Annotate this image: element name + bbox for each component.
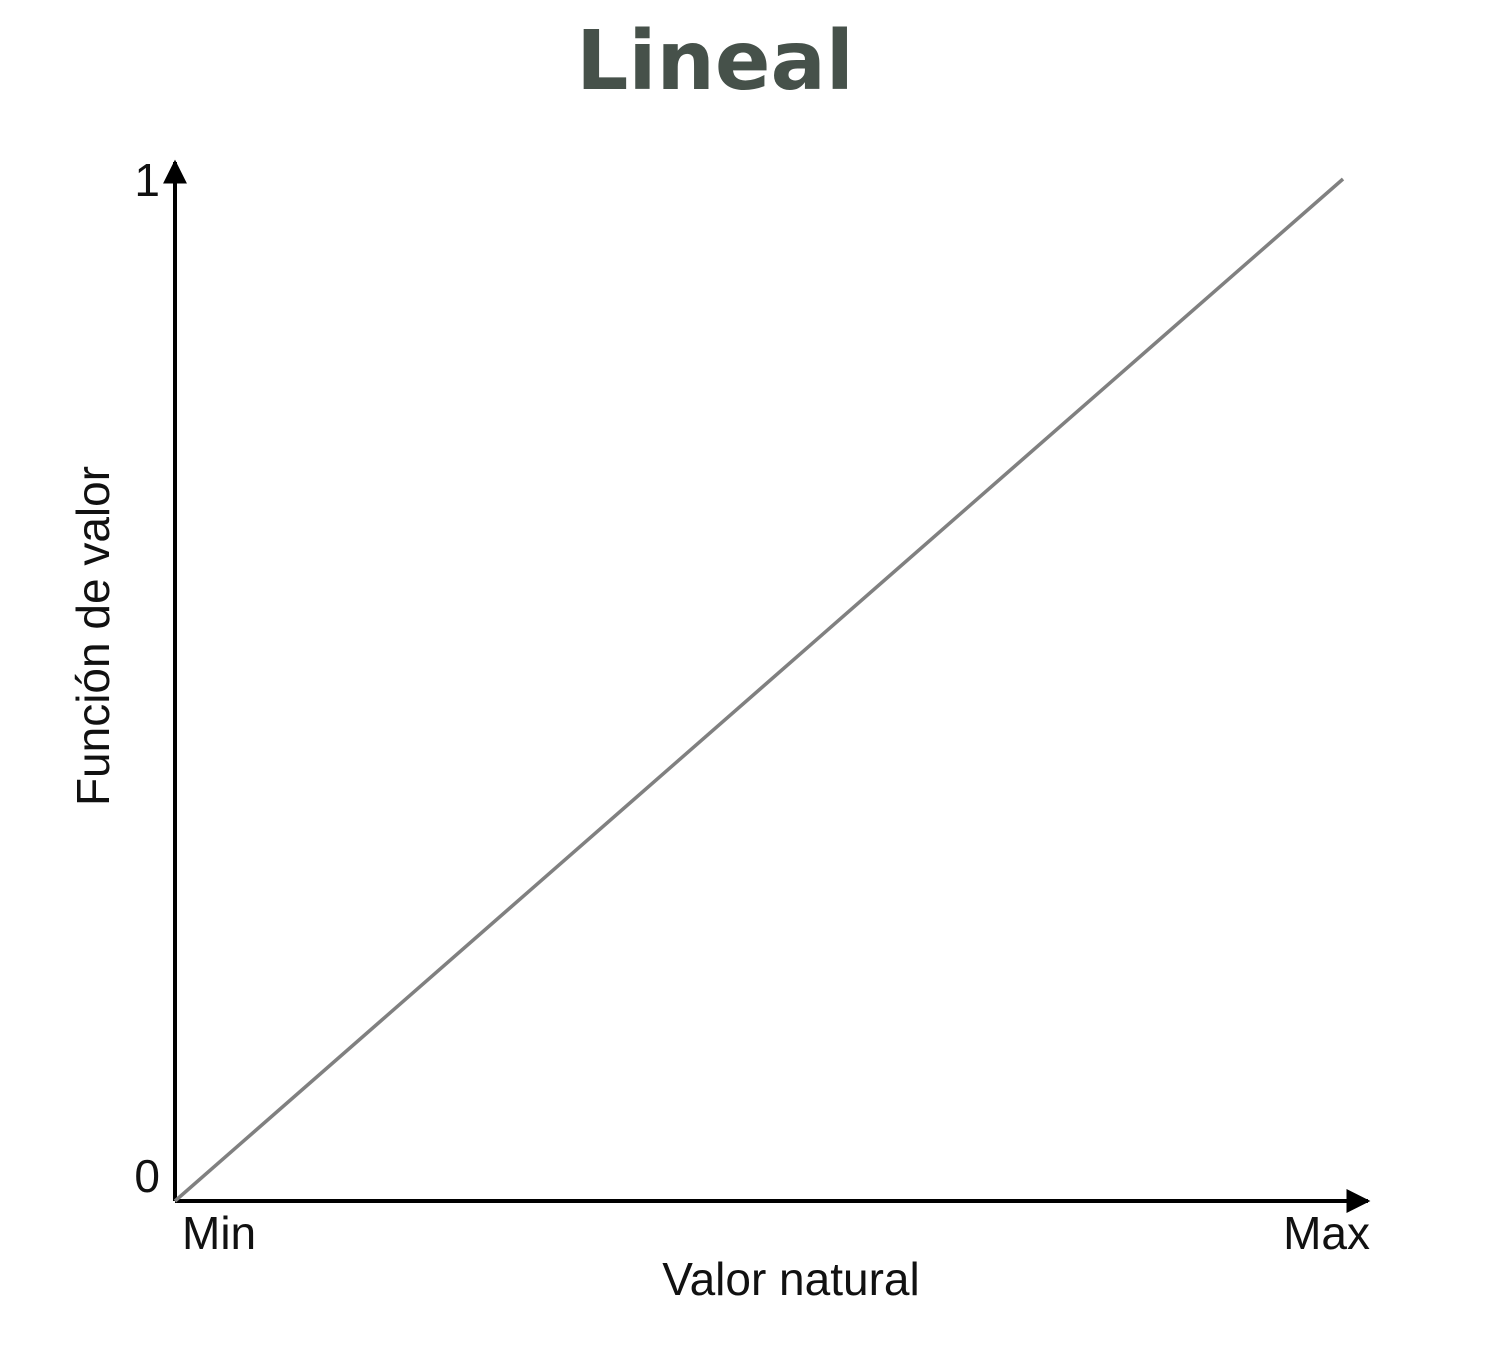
x-tick-label-max: Max [1283, 1207, 1370, 1259]
y-tick-label-bottom: 0 [134, 1150, 160, 1202]
x-axis-label: Valor natural [662, 1253, 919, 1305]
x-tick-label-min: Min [182, 1207, 256, 1259]
series-layer [173, 177, 1345, 1203]
series-line-0 [173, 177, 1345, 1203]
y-tick-label-top: 1 [134, 154, 160, 206]
y-axis-label: Función de valor [67, 466, 119, 806]
chart-title: Lineal [576, 14, 854, 109]
